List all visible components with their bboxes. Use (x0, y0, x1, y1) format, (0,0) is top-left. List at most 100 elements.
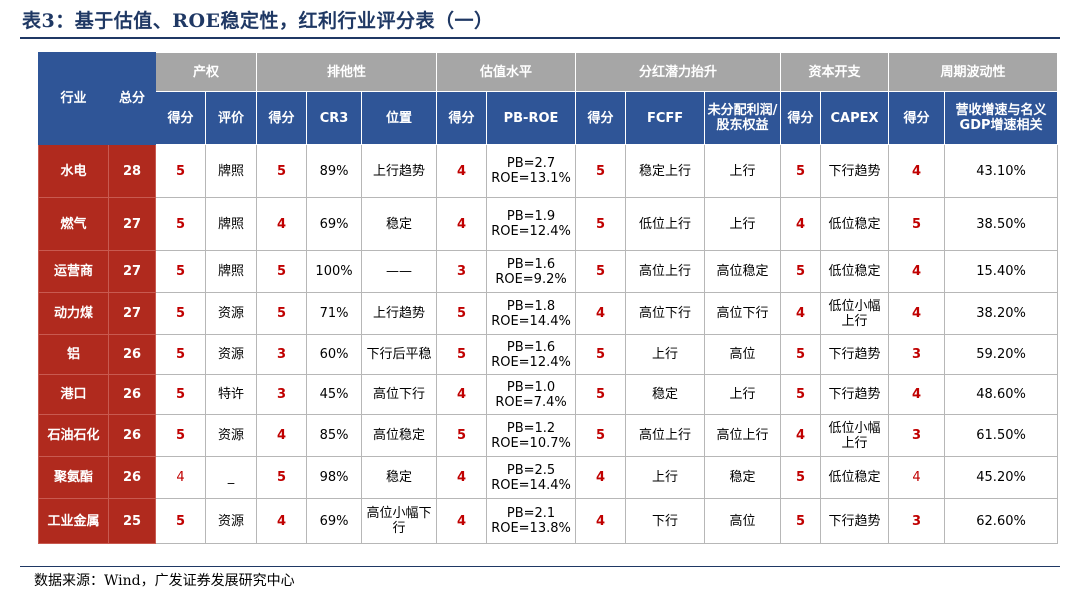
table-cell: 特许 (204, 374, 258, 415)
score-cell: 4 (575, 498, 627, 544)
table-cell: 59.20% (944, 334, 1059, 375)
table-cell: 下行趋势 (820, 334, 890, 375)
score-cell: 4 (256, 197, 308, 251)
table-cell: 低位上行 (625, 197, 706, 251)
score-cell: 5 (780, 498, 822, 544)
table-cell: 资源 (204, 292, 258, 335)
table-cell: 下行趋势 (820, 144, 890, 198)
header-group-cyclicality: 周期波动性 (888, 52, 1059, 92)
table-title: 表3：基于估值、ROE稳定性，红利行业评分表（一） (22, 10, 494, 32)
table-cell: 高位 (704, 334, 782, 375)
score-cell: 4 (436, 197, 488, 251)
industry-name: 运营商 (38, 250, 109, 293)
total-score: 26 (108, 456, 156, 499)
total-score: 27 (108, 197, 156, 251)
table-cell: 48.60% (944, 374, 1059, 415)
score-cell: 5 (155, 144, 206, 198)
table-cell: 89% (306, 144, 363, 198)
header-sub-cr3: CR3 (306, 91, 363, 145)
score-cell: 5 (780, 334, 822, 375)
score-cell: 4 (575, 292, 627, 335)
score-cell: 5 (155, 498, 206, 544)
header-sub-fcff: FCFF (625, 91, 706, 145)
scoring-table: 行业 总分 产权 排他性 估值水平 分红潜力抬升 资本开支 周期波动性 得分 评价… (38, 52, 1059, 544)
table-cell: PB=1.6 ROE=12.4% (486, 334, 577, 375)
table-cell: 资源 (204, 498, 258, 544)
table-cell: 上行 (625, 456, 706, 499)
table-cell: 资源 (204, 334, 258, 375)
table-cell: 43.10% (944, 144, 1059, 198)
table-cell: 低位小幅 上行 (820, 292, 890, 335)
header-group-ownership: 产权 (154, 52, 258, 92)
industry-name: 聚氨酯 (38, 456, 109, 499)
score-cell: 5 (575, 414, 627, 457)
score-cell: 5 (575, 197, 627, 251)
table-cell: 上行 (625, 334, 706, 375)
table-cell: 稳定 (361, 456, 438, 499)
table-cell: 下行趋势 (820, 498, 890, 544)
score-cell: 5 (155, 250, 206, 293)
table-cell: 下行后平稳 (361, 334, 438, 375)
table-cell: 稳定 (704, 456, 782, 499)
header-group-dividend: 分红潜力抬升 (575, 52, 782, 92)
header-sub-score-cyclicality: 得分 (888, 91, 946, 145)
table-cell: 62.60% (944, 498, 1059, 544)
score-cell: 5 (155, 197, 206, 251)
header-sub-score-valuation: 得分 (436, 91, 488, 145)
total-score: 26 (108, 334, 156, 375)
score-cell: 5 (575, 374, 627, 415)
table-cell: 71% (306, 292, 363, 335)
header-group-exclusivity: 排他性 (256, 52, 438, 92)
total-score: 28 (108, 144, 156, 198)
score-cell: 3 (888, 498, 946, 544)
score-cell: 5 (575, 144, 627, 198)
score-cell: 3 (256, 374, 308, 415)
header-sub-retained-earnings: 未分配利润/股东权益 (704, 91, 782, 145)
total-score: 26 (108, 374, 156, 415)
score-cell: 4 (436, 456, 488, 499)
table-cell: 85% (306, 414, 363, 457)
score-cell: 4 (780, 197, 822, 251)
table-cell: _ (204, 456, 258, 499)
score-cell: 4 (888, 250, 946, 293)
score-cell: 5 (780, 374, 822, 415)
table-cell: 资源 (204, 414, 258, 457)
table-cell: 牌照 (204, 197, 258, 251)
table-cell: 高位小幅下 行 (361, 498, 438, 544)
total-score: 27 (108, 292, 156, 335)
table-cell: PB=2.5 ROE=14.4% (486, 456, 577, 499)
score-cell: 3 (436, 250, 488, 293)
table-cell: PB=2.7 ROE=13.1% (486, 144, 577, 198)
industry-name: 燃气 (38, 197, 109, 251)
table-row: 水电 28 5 牌照 5 89% 上行趋势 4 PB=2.7 ROE=13.1% 5 稳定上行 上行 5… (38, 144, 1059, 198)
header-sub-position: 位置 (361, 91, 438, 145)
table-cell: 高位下行 (704, 292, 782, 335)
table-cell: 高位稳定 (704, 250, 782, 293)
table-cell: 高位上行 (704, 414, 782, 457)
header-total: 总分 (108, 52, 156, 145)
table-cell: 高位下行 (361, 374, 438, 415)
score-cell: 4 (436, 374, 488, 415)
score-cell: 3 (888, 414, 946, 457)
title-divider (20, 37, 1060, 39)
total-score: 25 (108, 498, 156, 544)
score-cell: 5 (436, 292, 488, 335)
score-cell: 5 (155, 292, 206, 335)
table-cell: 69% (306, 498, 363, 544)
score-cell: 4 (888, 292, 946, 335)
table-cell: 38.20% (944, 292, 1059, 335)
table-cell: 上行趋势 (361, 292, 438, 335)
table-cell: 45.20% (944, 456, 1059, 499)
header-sub-score-dividend: 得分 (575, 91, 627, 145)
score-cell: 5 (256, 292, 308, 335)
table-cell: 上行 (704, 144, 782, 198)
table-cell: PB=1.8 ROE=14.4% (486, 292, 577, 335)
table-cell: 低位稳定 (820, 456, 890, 499)
score-cell: 5 (780, 144, 822, 198)
table-cell: 稳定 (625, 374, 706, 415)
score-cell: 4 (888, 144, 946, 198)
score-cell: 5 (436, 414, 488, 457)
header-sub-score-capex: 得分 (780, 91, 822, 145)
score-cell: 5 (256, 456, 308, 499)
industry-name: 港口 (38, 374, 109, 415)
